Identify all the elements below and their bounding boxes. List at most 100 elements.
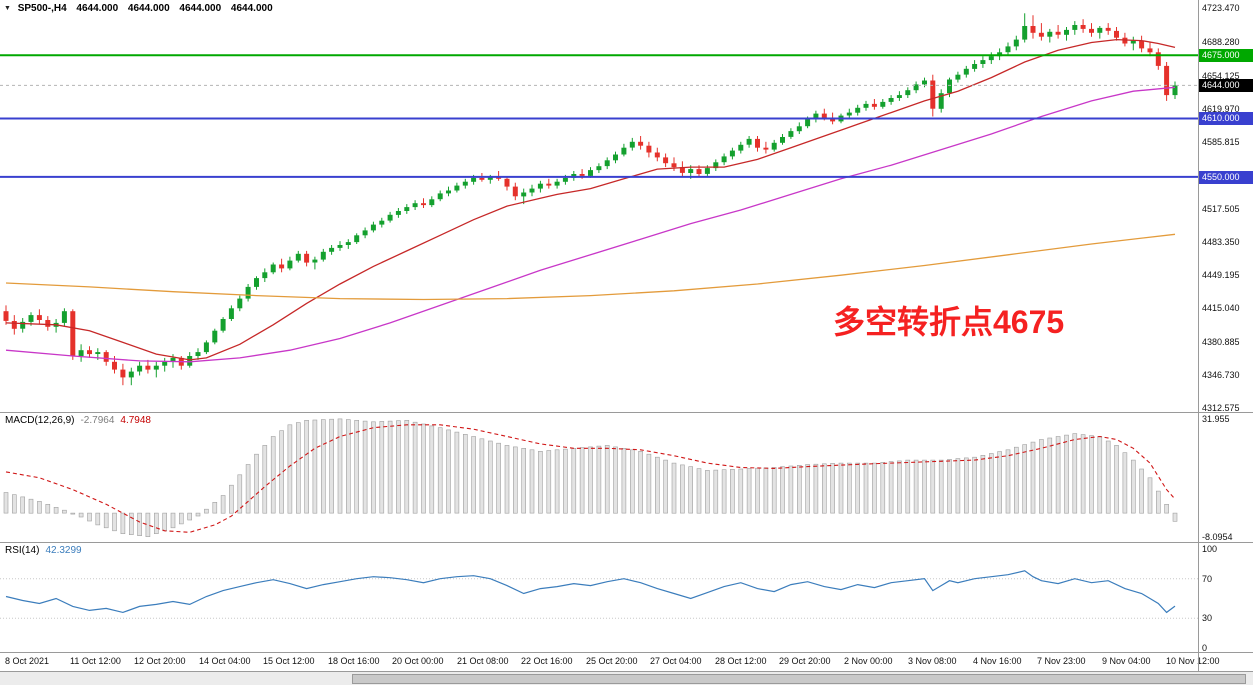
candle-body: [1114, 30, 1119, 38]
candle-body: [913, 84, 919, 91]
panel-separator-macd-rsi[interactable]: [0, 542, 1253, 543]
macd-histogram-bar: [721, 469, 727, 514]
macd-histogram-bar: [1005, 449, 1011, 514]
candle-body: [95, 352, 101, 354]
macd-histogram-bar: [329, 418, 334, 514]
macd-histogram-bar: [112, 512, 117, 532]
macd-histogram-bar: [888, 461, 894, 514]
macd-histogram-bar: [571, 447, 577, 514]
candle-body: [638, 141, 644, 146]
macd-histogram-bar: [813, 463, 819, 514]
macd-histogram-bar: [638, 450, 643, 514]
macd-histogram-bar: [1097, 436, 1103, 514]
candle-body: [905, 90, 911, 96]
macd-histogram-bar: [512, 446, 518, 514]
candle-body: [162, 361, 168, 366]
candle-body: [3, 311, 9, 321]
candle-body: [137, 365, 143, 372]
macd-histogram-bar: [78, 512, 84, 518]
macd-histogram-bar: [838, 462, 844, 514]
macd-histogram-bar: [487, 440, 493, 514]
macd-histogram-bar: [62, 509, 67, 514]
macd-histogram-bar: [796, 464, 802, 514]
candle-body: [471, 177, 477, 182]
macd-histogram-bar: [120, 512, 126, 534]
candle-body: [1172, 85, 1178, 96]
macd-signal-value: 4.7948: [120, 415, 151, 426]
macd-histogram-bar: [379, 421, 385, 514]
candle-body: [863, 103, 869, 108]
macd-histogram-bar: [170, 512, 176, 529]
candle-body: [704, 168, 710, 174]
macd-histogram-bar: [1064, 434, 1069, 514]
macd-histogram-bar: [204, 508, 209, 514]
candle-body: [1022, 26, 1028, 40]
symbol-timeframe-label: SP500-,H4: [17, 3, 67, 14]
candle-body: [245, 286, 251, 299]
macd-histogram-bar: [613, 446, 618, 514]
candle-body: [1064, 29, 1069, 35]
macd-histogram-bar: [863, 462, 869, 514]
candle-body: [1130, 40, 1136, 44]
candle-body: [237, 298, 243, 309]
macd-histogram-bar: [237, 474, 243, 514]
macd-histogram-bar: [771, 467, 777, 514]
candle-body: [1013, 39, 1019, 47]
candle-body: [788, 131, 794, 137]
candle-body: [972, 64, 978, 69]
macd-histogram-bar: [95, 512, 101, 526]
macd-histogram-bar: [362, 420, 368, 514]
candle-body: [70, 311, 76, 356]
horizontal-scrollbar-track[interactable]: [0, 671, 1253, 685]
candle-body: [487, 176, 493, 180]
time-axis-border: [0, 652, 1253, 653]
candle-body: [1030, 26, 1036, 33]
panel-separator-main-macd[interactable]: [0, 412, 1253, 413]
macd-histogram-bar: [20, 496, 26, 514]
candle-body: [813, 113, 819, 120]
candle-body: [1080, 25, 1086, 29]
candle-body: [304, 253, 310, 263]
macd-histogram-bar: [713, 469, 719, 514]
macd-histogram-bar: [763, 467, 769, 514]
macd-histogram-bar: [554, 449, 560, 514]
open-value: 4644.000: [76, 3, 119, 14]
macd-histogram-bar: [337, 418, 343, 514]
candle-body: [203, 342, 209, 353]
macd-histogram-bar: [345, 419, 351, 514]
macd-main-value: -2.7964: [80, 415, 115, 426]
macd-histogram-bar: [738, 468, 744, 514]
macd-histogram-bar: [688, 466, 694, 514]
candle-body: [646, 145, 652, 153]
ma-red-line: [5, 38, 1176, 361]
macd-histogram-bar: [529, 449, 535, 514]
candle-body: [1038, 32, 1044, 37]
macd-histogram-bar: [746, 468, 752, 514]
horizontal-scrollbar-thumb[interactable]: [352, 674, 1246, 684]
candle-body: [36, 315, 42, 320]
candle-body: [855, 107, 861, 113]
macd-histogram-bar: [705, 470, 710, 514]
ma-orange-line: [5, 233, 1176, 301]
macd-histogram-bar: [821, 463, 827, 514]
candle-body: [654, 152, 660, 158]
candle-body: [930, 80, 936, 109]
rsi-indicator-label: RSI(14) 42.3299: [5, 545, 82, 556]
candle-body: [45, 320, 51, 327]
macd-histogram-bar: [245, 464, 251, 514]
candle-body: [270, 264, 276, 273]
candle-body: [429, 199, 435, 206]
candle-body: [187, 356, 193, 366]
macd-histogram-bar: [596, 445, 602, 514]
macd-histogram-bar: [70, 512, 76, 515]
macd-histogram-bar: [270, 436, 276, 514]
symbol-dropdown-icon[interactable]: ▼: [4, 5, 11, 12]
rsi-label-text: RSI(14): [5, 545, 40, 556]
rsi-line: [5, 570, 1176, 614]
macd-histogram-bar: [621, 447, 627, 514]
macd-histogram-bar: [663, 459, 668, 514]
macd-histogram-bar: [137, 512, 142, 536]
candle-body: [521, 192, 527, 197]
